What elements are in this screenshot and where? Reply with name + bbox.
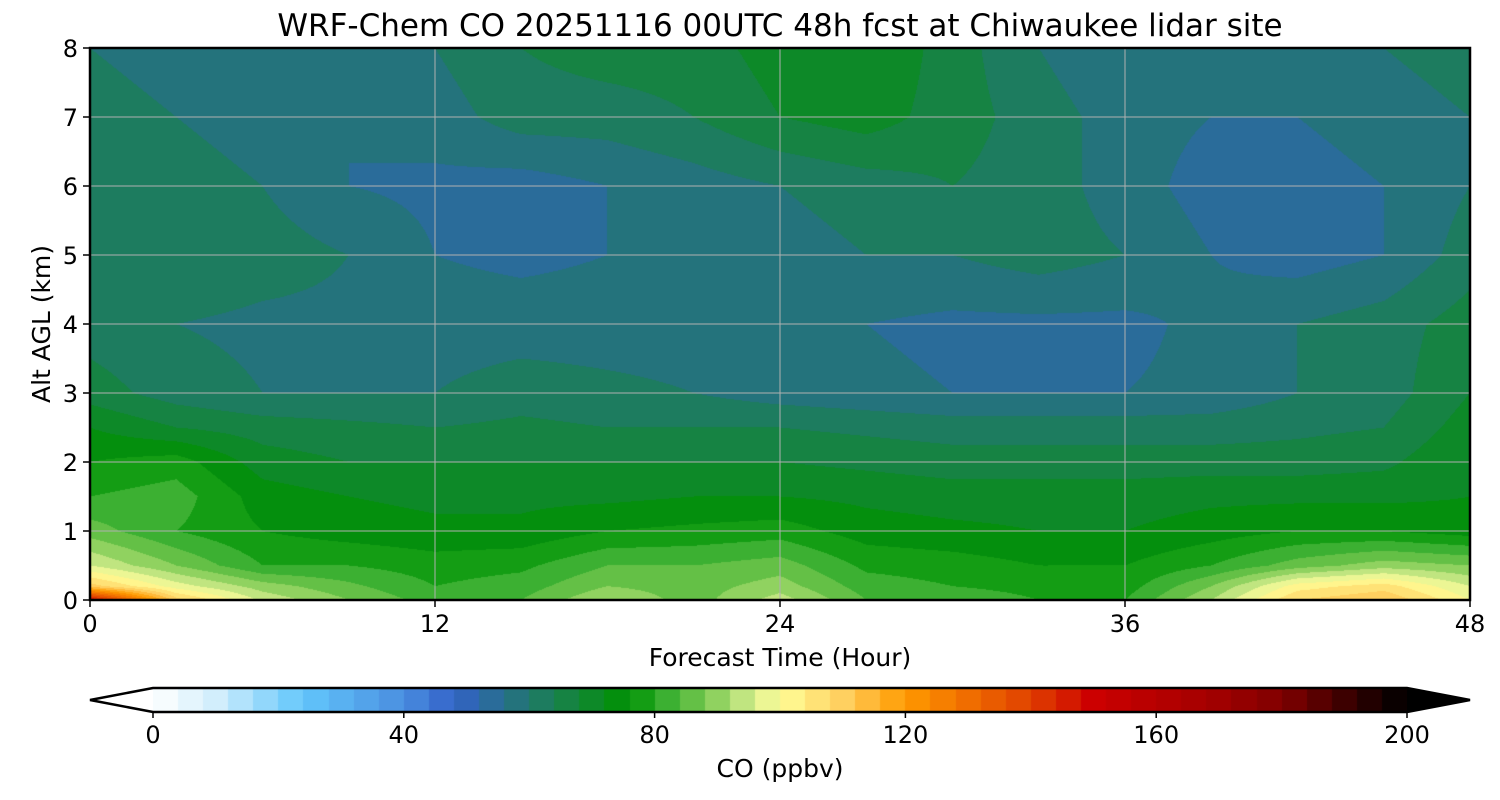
y-tick-label: 8 bbox=[63, 35, 78, 63]
colorbar-gradient bbox=[153, 688, 1407, 712]
colorbar-tick-label: 160 bbox=[1133, 721, 1179, 749]
x-tick-label: 12 bbox=[420, 610, 451, 638]
colorbar-tick-label: 200 bbox=[1384, 721, 1430, 749]
colorbar-tick-label: 80 bbox=[639, 721, 670, 749]
plot-frame bbox=[88, 46, 1472, 602]
y-tick-label: 3 bbox=[63, 380, 78, 408]
y-tick-label: 0 bbox=[63, 587, 78, 615]
colorbar-tick-label: 120 bbox=[882, 721, 928, 749]
y-tick-label: 6 bbox=[63, 173, 78, 201]
x-tick-label: 24 bbox=[765, 610, 796, 638]
y-tick-label: 4 bbox=[63, 311, 78, 339]
x-tick-label: 0 bbox=[82, 610, 97, 638]
chart-title: WRF-Chem CO 20251116 00UTC 48h fcst at C… bbox=[277, 8, 1283, 44]
y-tick-label: 1 bbox=[63, 518, 78, 546]
x-tick-label: 48 bbox=[1455, 610, 1486, 638]
colorbar-min-extension bbox=[90, 688, 153, 712]
y-tick-label: 5 bbox=[63, 242, 78, 270]
colorbar-max-extension bbox=[1407, 688, 1470, 712]
colorbar-tick-label: 0 bbox=[145, 721, 160, 749]
colorbar-tick-label: 40 bbox=[389, 721, 420, 749]
y-tick-label: 2 bbox=[63, 449, 78, 477]
y-tick-label: 7 bbox=[63, 104, 78, 132]
colorbar-outline bbox=[89, 686, 1471, 714]
x-tick-label: 36 bbox=[1110, 610, 1141, 638]
colorbar-label: CO (ppbv) bbox=[717, 754, 844, 783]
y-axis-label: Alt AGL (km) bbox=[27, 245, 56, 403]
x-axis-label: Forecast Time (Hour) bbox=[649, 643, 912, 672]
